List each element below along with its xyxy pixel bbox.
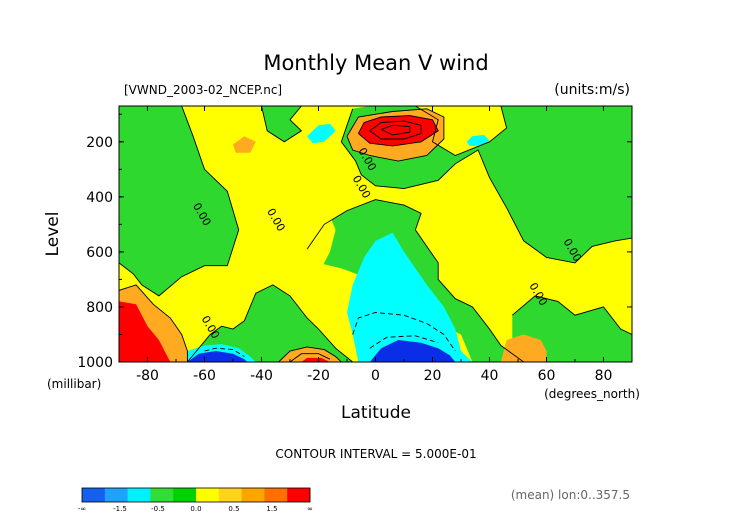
colorbar-swatch-3 xyxy=(150,488,174,502)
negative-contour-line-0 xyxy=(352,312,456,352)
x-tick-label: 0 xyxy=(371,368,380,384)
colorbar-swatch-9 xyxy=(287,488,311,502)
contour-line-8 xyxy=(358,115,439,147)
colorbar-swatch-2 xyxy=(127,488,151,502)
y-axis: 200 400 600 800 1000 xyxy=(77,113,632,371)
contour-region-orange-16 xyxy=(233,136,256,153)
x-tick-label: -40 xyxy=(250,368,273,384)
colorbar: -∞ -1.5 -0.5 0.0 0.5 1.5 ∞ xyxy=(78,487,313,513)
colorbar-label-1: -1.5 xyxy=(113,505,127,513)
contour-line-4 xyxy=(187,284,353,362)
y-tick-label: 600 xyxy=(86,245,113,261)
colorbar-swatch-5 xyxy=(196,488,220,502)
contour-region-red-18 xyxy=(358,115,439,146)
x-tick-label: -20 xyxy=(307,368,330,384)
y-axis-title: Level xyxy=(43,212,63,257)
y-axis-units: (millibar) xyxy=(47,377,101,391)
colorbar-label-0: -∞ xyxy=(78,505,86,513)
x-tick-label: -60 xyxy=(193,368,216,384)
x-axis: -80 -60 -40 -20 0 20 40 60 80 xyxy=(118,106,633,384)
colorbar-swatch-4 xyxy=(173,488,197,502)
x-tick-label: 80 xyxy=(595,368,613,384)
y-tick-label: 200 xyxy=(86,135,113,151)
colorbar-swatch-8 xyxy=(264,488,288,502)
contour-region-blue-11 xyxy=(369,340,456,362)
x-tick-label: 60 xyxy=(538,368,556,384)
x-axis-units: (degrees_north) xyxy=(544,387,640,401)
dataset-label: [VWND_2003-02_NCEP.nc] xyxy=(124,83,282,97)
contour-line-12 xyxy=(278,346,342,362)
contour-line-9 xyxy=(369,120,422,140)
contour-line-0 xyxy=(119,106,240,297)
contour-region-red-20 xyxy=(301,357,330,362)
colorbar-label-5: 1.5 xyxy=(266,505,277,513)
contour-region-green-3 xyxy=(187,284,353,362)
colorbar-label-6: ∞ xyxy=(307,505,313,513)
negative-contour-line-2 xyxy=(204,347,245,357)
contour-line-6 xyxy=(512,295,632,335)
contour-region-cyan-9 xyxy=(307,123,336,144)
contour-line-2 xyxy=(415,106,508,157)
contour-line-10 xyxy=(381,124,411,136)
contour-region-cyan-10 xyxy=(466,134,490,146)
contour-region-cyan-7 xyxy=(347,232,473,362)
contour-line-3 xyxy=(340,108,632,264)
x-axis-title: Latitude xyxy=(341,403,411,423)
x-tick-label: -80 xyxy=(136,368,159,384)
colorbar-label-3: 0.0 xyxy=(190,505,201,513)
colorbar-frame xyxy=(81,487,311,503)
contour-region-red-19 xyxy=(119,301,171,362)
units-label: (units:m/s) xyxy=(554,82,630,98)
contour-line-13 xyxy=(289,353,331,362)
contour-fills xyxy=(119,106,632,362)
y-tick-label: 1000 xyxy=(77,355,113,371)
x-tick-label: 40 xyxy=(481,368,499,384)
contour-line-5 xyxy=(306,199,524,362)
colorbar-swatch-0 xyxy=(82,488,106,502)
negative-contour-line-1 xyxy=(369,335,439,349)
chart-title: Monthly Mean V wind xyxy=(263,51,488,75)
x-tick-label: 20 xyxy=(424,368,442,384)
contour-line-11 xyxy=(119,284,188,362)
colorbar-swatch-7 xyxy=(241,488,265,502)
contour-lines xyxy=(119,106,632,362)
y-tick-label: 800 xyxy=(86,300,113,316)
colorbar-swatch-6 xyxy=(218,488,242,502)
contour-region-yellow-6 xyxy=(290,202,336,288)
contour-line-1 xyxy=(261,106,303,143)
contour-region-green-1 xyxy=(119,106,239,296)
colorbar-label-2: -0.5 xyxy=(151,505,165,513)
colorbar-label-4: 0.5 xyxy=(228,505,239,513)
contour-region-orange-17 xyxy=(500,334,547,362)
colorbar-swatch-1 xyxy=(104,488,128,502)
y-tick-label: 400 xyxy=(86,190,113,206)
contour-region-blue-12 xyxy=(187,351,248,362)
contour-interval-text: CONTOUR INTERVAL = 5.000E-01 xyxy=(275,447,476,461)
longitude-range-text: (mean) lon:0..357.5 xyxy=(511,488,630,502)
contour-line-7 xyxy=(346,108,445,162)
